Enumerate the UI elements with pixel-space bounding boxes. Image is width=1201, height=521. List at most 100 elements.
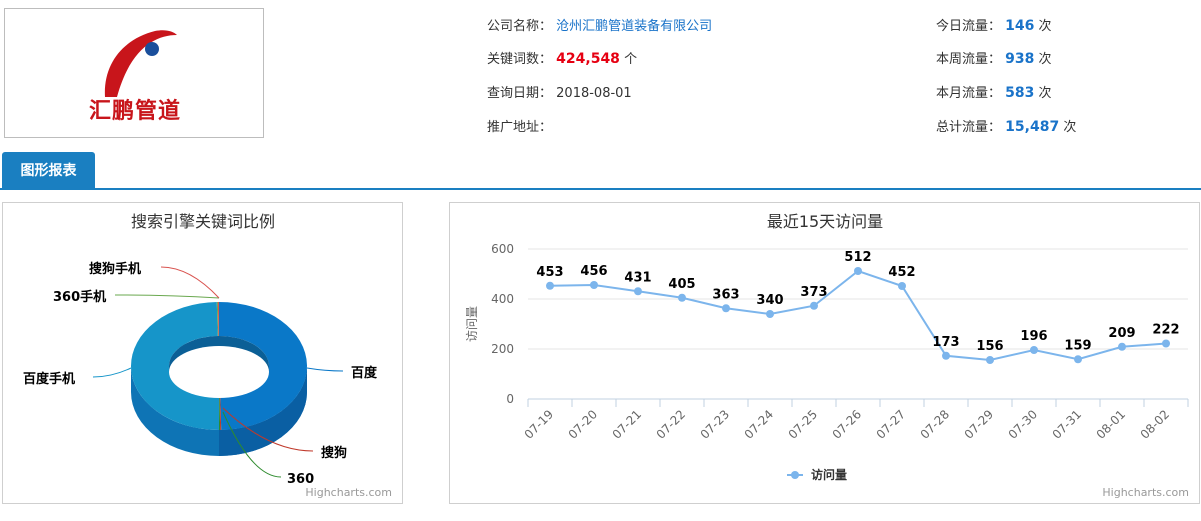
- x-tick-label: 07-30: [1006, 407, 1041, 442]
- y-tick-label: 0: [506, 392, 514, 406]
- pie-slice[interactable]: [217, 302, 219, 337]
- query-date-row: 查询日期： 2018-08-01: [487, 82, 632, 101]
- pie-label: 360: [287, 472, 314, 487]
- data-label: 453: [536, 265, 563, 280]
- week-traffic-label: 本周流量：: [936, 52, 1002, 67]
- x-tick-label: 07-28: [918, 407, 953, 442]
- data-point[interactable]: [1074, 355, 1082, 364]
- week-traffic-unit: 次: [1038, 52, 1052, 67]
- x-tick-label: 07-23: [698, 407, 733, 442]
- pie-slice[interactable]: [219, 395, 221, 430]
- y-axis-label: 访问量: [465, 306, 479, 342]
- company-logo: 汇鹏管道: [4, 8, 264, 138]
- total-traffic: 15,487: [1005, 119, 1060, 135]
- today-traffic-unit: 次: [1038, 19, 1052, 34]
- data-label: 156: [976, 339, 1003, 354]
- y-tick-label: 600: [491, 242, 514, 256]
- data-label: 363: [712, 287, 739, 302]
- keywords-count: 424,548: [556, 51, 620, 67]
- data-label: 173: [932, 335, 959, 350]
- pie-credits[interactable]: Highcharts.com: [305, 486, 392, 499]
- total-traffic-label: 总计流量：: [936, 120, 1002, 135]
- x-tick-label: 07-19: [522, 407, 557, 442]
- today-traffic: 146: [1005, 18, 1035, 34]
- data-point[interactable]: [634, 287, 642, 296]
- query-date: 2018-08-01: [556, 86, 632, 101]
- x-tick-label: 07-27: [874, 407, 909, 442]
- pie-connector: [222, 411, 282, 478]
- data-label: 373: [800, 285, 827, 300]
- data-point[interactable]: [546, 281, 554, 290]
- promo-url-label: 推广地址：: [487, 120, 553, 135]
- x-tick-label: 07-31: [1050, 407, 1085, 442]
- x-tick-label: 07-24: [742, 407, 777, 442]
- data-point[interactable]: [986, 356, 994, 364]
- legend-marker: [791, 471, 799, 479]
- pie-connector: [306, 367, 344, 372]
- data-label: 452: [888, 265, 915, 280]
- x-tick-label: 07-22: [654, 407, 689, 442]
- data-label: 159: [1064, 338, 1091, 353]
- pie-connector: [92, 367, 132, 378]
- data-label: 340: [756, 293, 783, 308]
- tab-bar: 图形报表: [0, 152, 1201, 190]
- x-tick-label: 07-25: [786, 407, 821, 442]
- data-point[interactable]: [942, 351, 950, 360]
- data-point[interactable]: [1118, 342, 1126, 351]
- data-label: 209: [1108, 326, 1135, 341]
- data-point[interactable]: [1030, 346, 1038, 354]
- data-label: 456: [580, 264, 607, 279]
- x-tick-label: 07-26: [830, 407, 865, 442]
- data-point[interactable]: [854, 267, 862, 275]
- data-label: 196: [1020, 329, 1047, 344]
- logo-swoosh: [104, 30, 177, 97]
- pie-connector: [160, 266, 220, 299]
- pie-slice[interactable]: [216, 302, 219, 337]
- legend-item[interactable]: 访问量: [811, 467, 847, 482]
- data-point[interactable]: [810, 301, 818, 310]
- company-name-label: 公司名称：: [487, 19, 553, 34]
- month-traffic-label: 本月流量：: [936, 86, 1002, 101]
- month-traffic-unit: 次: [1038, 86, 1052, 101]
- pie-label: 百度手机: [23, 371, 75, 387]
- logo-text: 汇鹏管道: [89, 99, 182, 124]
- keywords-row: 关键词数： 424,548 个: [487, 48, 637, 67]
- x-tick-label: 08-01: [1094, 407, 1129, 442]
- total-traffic-unit: 次: [1063, 120, 1077, 135]
- query-date-label: 查询日期：: [487, 86, 553, 101]
- data-label: 222: [1152, 323, 1179, 338]
- pie-slice[interactable]: [219, 302, 307, 430]
- donut-hole: [169, 346, 269, 398]
- total-traffic-row: 总计流量： 15,487 次: [936, 116, 1076, 135]
- data-point[interactable]: [678, 293, 686, 302]
- pie-slice[interactable]: [219, 395, 222, 430]
- data-point[interactable]: [722, 304, 730, 313]
- x-tick-label: 08-02: [1138, 407, 1173, 442]
- promo-url-row: 推广地址：: [487, 116, 552, 135]
- x-tick-label: 07-20: [566, 407, 601, 442]
- data-point[interactable]: [590, 281, 598, 289]
- month-traffic-row: 本月流量： 583 次: [936, 82, 1052, 101]
- y-tick-label: 400: [491, 292, 514, 306]
- pie-chart-title: 搜索引擎关键词比例: [131, 212, 275, 231]
- week-traffic-row: 本周流量： 938 次: [936, 48, 1052, 67]
- donut-side-right: [219, 366, 307, 456]
- data-point[interactable]: [1162, 339, 1170, 348]
- pie-slice[interactable]: [131, 302, 219, 430]
- line-chart-svg: 最近15天访问量 0 200 400 600 访问量 07-19 07-20 07-21 07-…: [465, 212, 1189, 482]
- pie-connector: [222, 407, 314, 452]
- week-traffic: 938: [1005, 51, 1035, 67]
- keywords-label: 关键词数：: [487, 52, 553, 67]
- data-point[interactable]: [898, 282, 906, 290]
- today-traffic-label: 今日流量：: [936, 19, 1002, 34]
- data-point[interactable]: [766, 310, 774, 318]
- tab-chart-report[interactable]: 图形报表: [2, 152, 95, 190]
- company-name-link[interactable]: 沧州汇鹏管道装备有限公司: [556, 19, 713, 34]
- pie-connector: [114, 294, 220, 299]
- line-credits[interactable]: Highcharts.com: [1102, 486, 1189, 499]
- data-label: 512: [844, 250, 871, 265]
- logo-dot: [145, 42, 159, 56]
- pie-label: 搜狗: [321, 445, 347, 461]
- data-label: 405: [668, 277, 695, 292]
- pie-label: 360手机: [53, 289, 106, 305]
